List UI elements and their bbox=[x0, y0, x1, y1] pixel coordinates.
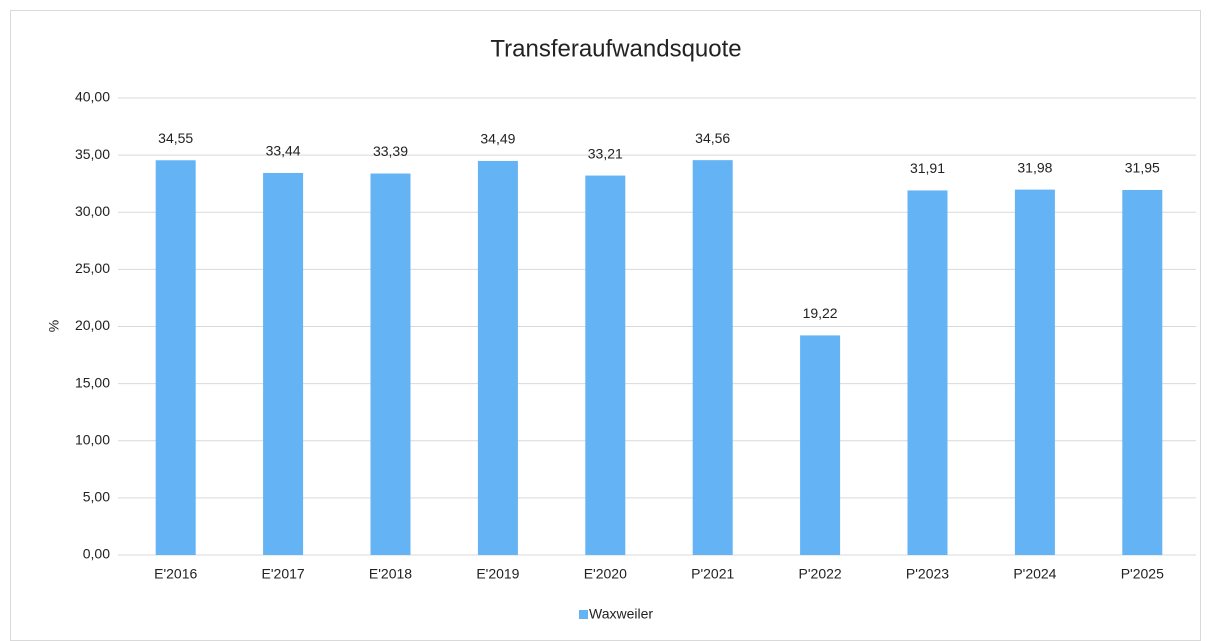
value-label: 34,49 bbox=[480, 131, 515, 147]
bar bbox=[1014, 189, 1055, 556]
y-tick-label: 25,00 bbox=[75, 260, 110, 276]
value-label: 34,56 bbox=[695, 130, 730, 146]
y-tick-label: 0,00 bbox=[83, 546, 110, 562]
bar bbox=[155, 160, 196, 556]
value-label: 31,98 bbox=[1017, 159, 1052, 175]
x-tick-label: P'2025 bbox=[1121, 566, 1164, 582]
y-tick-label: 35,00 bbox=[75, 146, 110, 162]
y-tick-label: 5,00 bbox=[83, 489, 110, 505]
y-axis-label: % bbox=[46, 320, 62, 332]
y-tick-label: 20,00 bbox=[75, 317, 110, 333]
bar bbox=[1122, 189, 1163, 555]
x-tick-label: P'2022 bbox=[799, 566, 842, 582]
bar bbox=[907, 190, 948, 555]
bar bbox=[692, 160, 733, 556]
value-label: 31,91 bbox=[910, 160, 945, 176]
y-tick-label: 30,00 bbox=[75, 203, 110, 219]
bar bbox=[585, 175, 626, 555]
x-tick-label: E'2018 bbox=[369, 566, 412, 582]
value-label: 33,21 bbox=[588, 145, 623, 161]
value-label: 34,55 bbox=[158, 130, 193, 146]
x-tick-label: P'2021 bbox=[691, 566, 734, 582]
x-tick-label: P'2024 bbox=[1013, 566, 1056, 582]
bar bbox=[477, 160, 518, 555]
chart-title: Transferaufwandsquote bbox=[490, 35, 741, 62]
x-tick-label: E'2020 bbox=[584, 566, 627, 582]
bar bbox=[263, 172, 304, 555]
value-label: 19,22 bbox=[803, 305, 838, 321]
bar bbox=[370, 173, 411, 555]
value-label: 33,39 bbox=[373, 143, 408, 159]
y-tick-label: 10,00 bbox=[75, 431, 110, 447]
y-tick-label: 15,00 bbox=[75, 374, 110, 390]
legend-swatch bbox=[579, 610, 588, 619]
x-tick-label: E'2016 bbox=[154, 566, 197, 582]
bar bbox=[800, 335, 841, 555]
value-label: 31,95 bbox=[1125, 160, 1160, 176]
y-tick-label: 40,00 bbox=[75, 89, 110, 105]
x-tick-label: E'2019 bbox=[476, 566, 519, 582]
x-tick-label: P'2023 bbox=[906, 566, 949, 582]
x-tick-label: E'2017 bbox=[262, 566, 305, 582]
legend-label: Waxweiler bbox=[589, 606, 653, 622]
value-label: 33,44 bbox=[266, 143, 301, 159]
